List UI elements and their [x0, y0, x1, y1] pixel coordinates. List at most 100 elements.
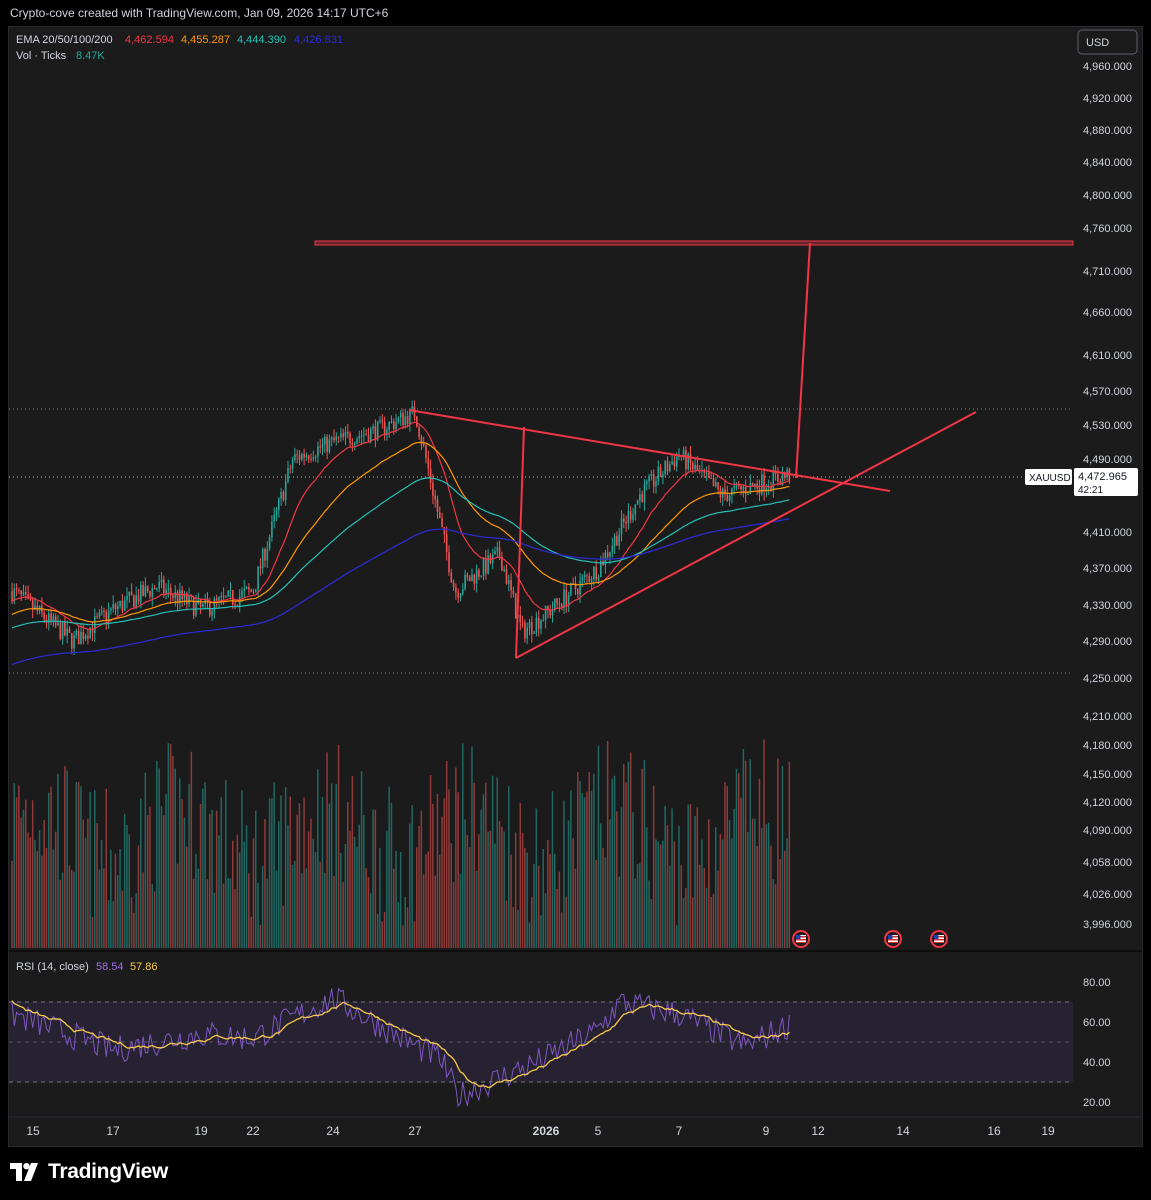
candle-body	[319, 446, 321, 448]
volume-legend-label[interactable]: Vol · Ticks	[16, 50, 67, 62]
tradingview-brand: TradingView	[48, 1160, 169, 1183]
candle-body	[80, 631, 82, 645]
volume-bar	[613, 775, 616, 948]
volume-bar	[204, 782, 206, 948]
candle-body	[393, 421, 395, 429]
volume-bar	[501, 826, 503, 948]
candle-body	[379, 420, 381, 422]
tradingview-logo[interactable]: TradingView	[10, 1160, 168, 1184]
target-zone-rectangle[interactable]	[314, 240, 1074, 246]
volume-bar	[176, 863, 179, 948]
candle-body	[717, 482, 719, 490]
volume-bar	[721, 839, 724, 948]
volume-bar	[25, 799, 27, 948]
volume-bar	[595, 859, 597, 948]
ema-legend-label[interactable]: EMA 20/50/100/200	[16, 34, 113, 46]
price-axis-label: 4,920.000	[1083, 93, 1132, 105]
volume-bar	[544, 893, 547, 948]
currency-button[interactable]: USD	[1077, 29, 1138, 55]
us-flag-icon[interactable]	[930, 930, 948, 948]
volume-bar	[18, 785, 20, 948]
candle-body	[751, 482, 754, 487]
volume-bar	[600, 823, 602, 948]
volume-bar	[61, 872, 64, 948]
pattern-drawings[interactable]	[314, 240, 1074, 659]
volume-bar	[87, 818, 89, 948]
us-flag-icon[interactable]	[884, 930, 902, 948]
candle-body	[153, 587, 156, 590]
volume-legend[interactable]: Vol · Ticks 8.47K	[16, 50, 105, 62]
volume-bar	[418, 826, 420, 948]
volume-bar	[328, 803, 331, 948]
chart-svg[interactable]: 4,960.000 4,920.000 4,880.000 4,840.000 4,80…	[0, 0, 1151, 1148]
candle-body	[524, 622, 526, 639]
volume-bar	[698, 864, 701, 948]
rsi-legend-label[interactable]: RSI (14, close)	[16, 961, 89, 973]
rsi-axis[interactable]: 80.00 60.00 40.00 20.00	[1083, 977, 1111, 1109]
volume-bar	[220, 797, 222, 948]
time-axis[interactable]: 15 17 19 22 24 27 2026 5 7 9 12 14 16 19	[9, 1116, 1142, 1138]
candle-body	[15, 588, 18, 590]
candle-body	[18, 589, 20, 591]
volume-bar	[740, 797, 742, 948]
volume-bar	[579, 781, 581, 948]
candle-body	[273, 514, 275, 522]
candle-body	[441, 518, 443, 528]
candle-body	[330, 437, 333, 440]
candle-body	[137, 595, 140, 603]
price-axis-label: 4,570.000	[1083, 386, 1132, 398]
candle-body	[307, 455, 310, 459]
volume-bar	[466, 834, 469, 948]
candle-body	[623, 518, 625, 522]
volume-bar	[556, 888, 558, 948]
volume-bar	[427, 851, 429, 948]
candle-body	[50, 613, 52, 621]
economic-event-markers[interactable]	[792, 930, 948, 948]
candle-body	[586, 575, 588, 577]
volume-bar	[781, 765, 784, 948]
rsi-axis-label: 20.00	[1083, 1097, 1111, 1109]
candle-body	[20, 590, 22, 595]
us-flag-icon[interactable]	[792, 930, 810, 948]
candle-body	[450, 572, 453, 583]
volume-bar	[609, 819, 611, 948]
volume-bar	[156, 760, 158, 948]
volume-bar	[657, 841, 659, 948]
candle-body	[409, 408, 411, 424]
candle-body	[480, 575, 482, 577]
volume-bar	[436, 793, 439, 948]
candle-body	[613, 536, 616, 547]
time-axis-label: 9	[763, 1124, 770, 1138]
volume-bar	[372, 809, 374, 948]
volume-bar	[535, 808, 538, 948]
volume-bar	[294, 861, 296, 948]
candle-body	[317, 446, 319, 457]
volume-bar	[307, 831, 310, 948]
candle-body	[291, 459, 294, 469]
volume-bar	[754, 818, 756, 948]
triangle-lower-trendline[interactable]	[515, 411, 977, 659]
candle-body	[163, 579, 165, 594]
candle-body	[526, 627, 528, 639]
volume-bar	[738, 773, 740, 948]
candle-body	[84, 635, 87, 640]
rsi-legend[interactable]: RSI (14, close) 58.54 57.86	[16, 961, 158, 973]
candle-body	[169, 587, 172, 595]
triangle-upper-trendline[interactable]	[408, 409, 891, 492]
volume-bar	[236, 834, 239, 948]
candle-body	[436, 499, 439, 512]
candle-body	[544, 605, 547, 621]
ema-legend[interactable]: EMA 20/50/100/200 4,462.594 4,455.287 4,…	[16, 34, 343, 46]
price-axis-label: 4,410.000	[1083, 527, 1132, 539]
candle-body	[135, 595, 137, 608]
price-axis[interactable]: 4,960.000 4,920.000 4,880.000 4,840.000 4,80…	[1083, 61, 1132, 931]
breakout-projection-leg[interactable]	[795, 242, 811, 479]
volume-bar	[758, 778, 761, 948]
volume-bar	[259, 925, 262, 948]
candle-body	[434, 495, 436, 500]
pattern-height-leg[interactable]	[515, 426, 525, 659]
volume-bar	[126, 824, 128, 948]
currency-button-label[interactable]: USD	[1086, 37, 1109, 49]
volume-bar	[675, 925, 678, 948]
candle-body	[696, 464, 699, 471]
